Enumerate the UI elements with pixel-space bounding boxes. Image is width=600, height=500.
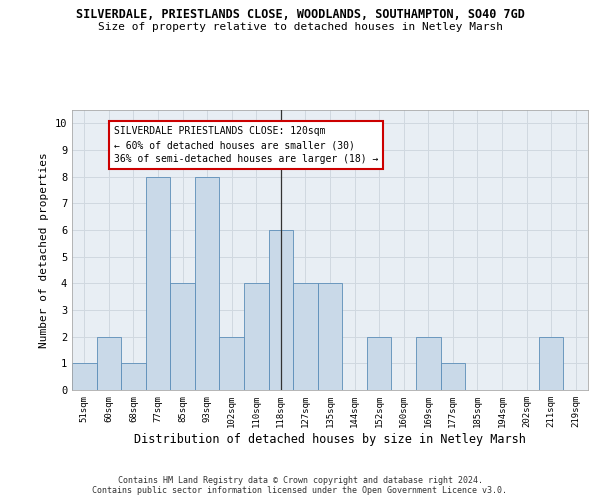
Bar xyxy=(539,336,563,390)
Bar xyxy=(367,336,391,390)
Bar xyxy=(440,364,465,390)
Bar xyxy=(269,230,293,390)
X-axis label: Distribution of detached houses by size in Netley Marsh: Distribution of detached houses by size … xyxy=(134,432,526,446)
Text: SILVERDALE, PRIESTLANDS CLOSE, WOODLANDS, SOUTHAMPTON, SO40 7GD: SILVERDALE, PRIESTLANDS CLOSE, WOODLANDS… xyxy=(76,8,524,20)
Y-axis label: Number of detached properties: Number of detached properties xyxy=(39,152,49,348)
Bar xyxy=(318,284,342,390)
Text: Contains HM Land Registry data © Crown copyright and database right 2024.
Contai: Contains HM Land Registry data © Crown c… xyxy=(92,476,508,495)
Bar xyxy=(195,176,220,390)
Bar xyxy=(293,284,318,390)
Bar xyxy=(121,364,146,390)
Bar xyxy=(72,364,97,390)
Bar xyxy=(416,336,440,390)
Text: SILVERDALE PRIESTLANDS CLOSE: 120sqm
← 60% of detached houses are smaller (30)
3: SILVERDALE PRIESTLANDS CLOSE: 120sqm ← 6… xyxy=(114,126,378,164)
Text: Size of property relative to detached houses in Netley Marsh: Size of property relative to detached ho… xyxy=(97,22,503,32)
Bar xyxy=(146,176,170,390)
Bar xyxy=(170,284,195,390)
Bar xyxy=(97,336,121,390)
Bar xyxy=(244,284,269,390)
Bar xyxy=(220,336,244,390)
